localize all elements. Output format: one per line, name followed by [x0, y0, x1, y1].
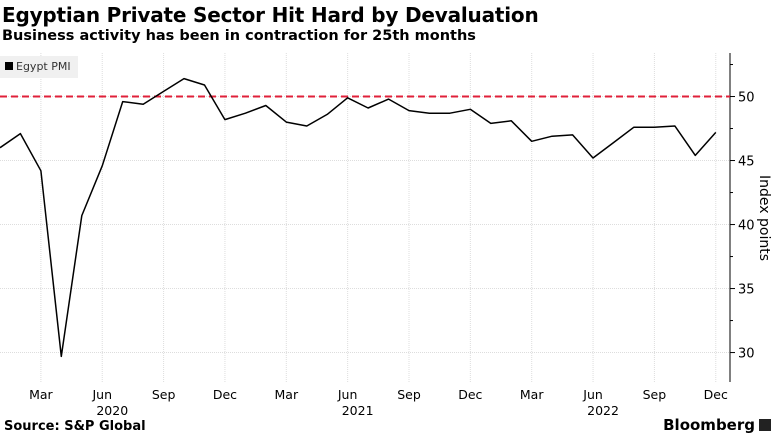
data-point [469, 108, 472, 111]
x-tick-label: Mar [275, 387, 299, 402]
data-point [101, 164, 104, 167]
data-point [489, 122, 492, 125]
data-point [408, 109, 411, 112]
bloomberg-logo: Bloomberg [663, 416, 755, 434]
x-tick-label: Jun [337, 387, 358, 402]
legend: Egypt PMI [0, 56, 78, 78]
data-point [285, 121, 288, 124]
x-tick-label: Sep [152, 387, 176, 402]
source-note: Source: S&P Global [4, 419, 146, 434]
y-axis-label: Index points [756, 175, 772, 261]
legend-swatch [5, 62, 13, 70]
x-tick-label: Sep [643, 387, 667, 402]
x-year-label: 2022 [587, 403, 619, 418]
data-point [612, 141, 615, 144]
data-point [592, 156, 595, 159]
data-point [714, 131, 717, 134]
data-point [673, 124, 676, 127]
x-tick-label: Sep [397, 387, 421, 402]
data-point [448, 112, 451, 115]
legend-label: Egypt PMI [16, 60, 71, 73]
bloomberg-icon [759, 419, 771, 431]
data-point [571, 133, 574, 136]
data-point [653, 126, 656, 129]
y-tick-label: 50 [738, 91, 755, 106]
x-year-label: 2021 [342, 403, 374, 418]
x-tick-label: Dec [213, 387, 237, 402]
x-tick-label: Mar [520, 387, 544, 402]
data-point [551, 135, 554, 138]
data-point [183, 77, 186, 80]
data-point [346, 96, 349, 99]
data-point [510, 119, 513, 122]
data-point [305, 124, 308, 127]
y-tick-label: 35 [738, 283, 755, 298]
x-tick-label: Jun [91, 387, 112, 402]
y-tick-label: 40 [738, 219, 755, 234]
data-point [39, 169, 42, 172]
series-line-egypt-pmi [0, 77, 717, 358]
data-point [694, 154, 697, 157]
data-point [142, 103, 145, 106]
chart-title: Egyptian Private Sector Hit Hard by Deva… [2, 3, 539, 27]
x-tick-label: Jun [582, 387, 603, 402]
data-point [632, 126, 635, 129]
x-tick-label: Dec [704, 387, 728, 402]
data-point [244, 112, 247, 115]
data-point [162, 90, 165, 93]
data-point [121, 100, 124, 103]
data-point [60, 355, 63, 358]
x-year-label: 2020 [96, 403, 128, 418]
data-point [264, 104, 267, 107]
data-point [80, 214, 83, 217]
x-tick-label: Mar [29, 387, 53, 402]
data-point [428, 112, 431, 115]
chart-subtitle: Business activity has been in contractio… [2, 28, 476, 44]
x-tick-label: Dec [458, 387, 482, 402]
data-point [530, 140, 533, 143]
y-tick-label: 45 [738, 155, 755, 170]
data-point [387, 98, 390, 101]
data-point [223, 118, 226, 121]
y-tick-label: 30 [738, 347, 755, 362]
data-point [326, 113, 329, 116]
data-point [203, 84, 206, 87]
data-point [19, 132, 22, 135]
data-point [367, 107, 370, 110]
